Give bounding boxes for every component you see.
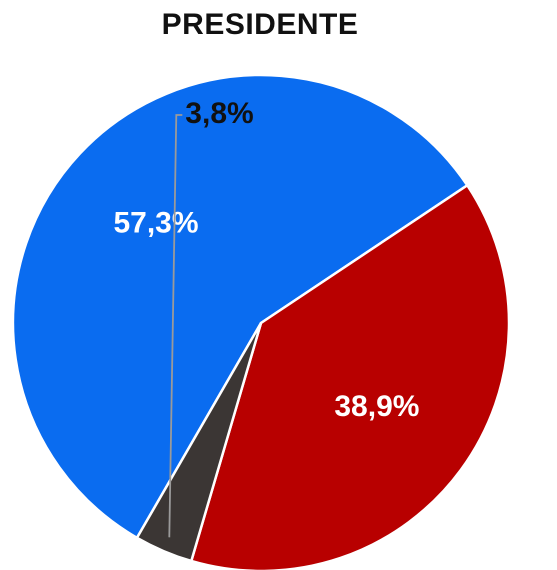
chart-title: PRESIDENTE: [161, 8, 359, 41]
leader-line: [168, 114, 183, 538]
slice-red: [189, 183, 511, 570]
slice-dark: [135, 322, 263, 563]
slice-blue: [11, 73, 470, 540]
slice-label-outside: 3,8%: [185, 97, 253, 130]
slice-label: 57,3%: [113, 207, 198, 240]
slice-label: 38,9%: [334, 390, 419, 423]
